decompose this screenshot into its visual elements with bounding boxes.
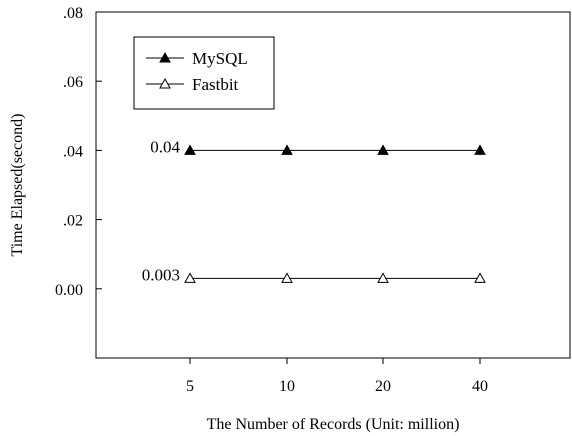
- data-point-mysql: [281, 144, 293, 155]
- annotation-layer: 0.04 0.003: [142, 137, 181, 284]
- data-point-fastbit: [184, 272, 196, 283]
- y-axis: .08 .06 .04 .02 0.00: [55, 5, 102, 299]
- x-tick-label: 40: [472, 378, 488, 395]
- legend: MySQL Fastbit: [133, 36, 275, 110]
- y-tick-label: .08: [63, 5, 83, 22]
- legend-marker-fastbit: [159, 77, 171, 89]
- x-axis-title: The Number of Records (Unit: million): [207, 416, 460, 433]
- y-tick-label: .06: [63, 74, 83, 91]
- plot-frame: [95, 11, 571, 359]
- x-axis: 5 10 20 40: [186, 358, 488, 395]
- legend-label-fastbit: Fastbit: [192, 75, 239, 94]
- x-tick-label: 5: [186, 378, 194, 395]
- data-point-fastbit: [377, 272, 389, 283]
- data-point-mysql: [377, 144, 389, 155]
- y-tick-label: .04: [63, 143, 83, 160]
- series-layer: [184, 144, 486, 283]
- legend-marker-mysql: [159, 51, 171, 63]
- data-point-fastbit: [281, 272, 293, 283]
- y-axis-title: Time Elapsed(second): [9, 114, 26, 257]
- data-label: 0.003: [142, 265, 180, 284]
- legend-label-mysql: MySQL: [192, 49, 248, 68]
- data-point-mysql: [184, 144, 196, 155]
- data-point-fastbit: [474, 272, 486, 283]
- data-point-mysql: [474, 144, 486, 155]
- x-tick-label: 10: [279, 378, 295, 395]
- y-tick-label: 0.00: [55, 282, 83, 299]
- x-tick-label: 20: [375, 378, 391, 395]
- data-label: 0.04: [150, 137, 180, 156]
- legend-box: [133, 36, 275, 110]
- y-tick-label: .02: [63, 213, 83, 230]
